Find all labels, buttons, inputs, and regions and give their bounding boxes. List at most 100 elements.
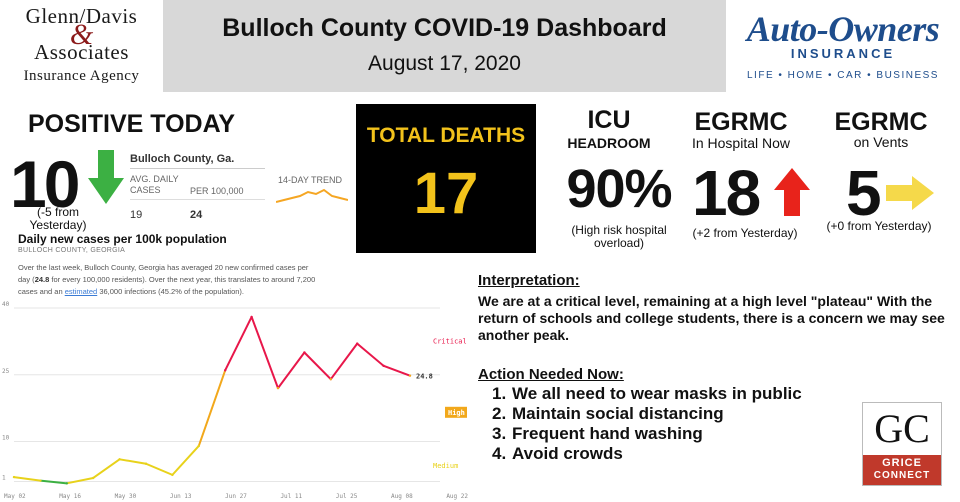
- gc-line-1: GRICE: [882, 457, 922, 469]
- data-point: [92, 476, 95, 480]
- positive-today-value: 10: [10, 147, 80, 221]
- arrow-up-icon: [774, 168, 810, 216]
- icu-note: (High risk hospital overload): [571, 223, 667, 250]
- x-tick-label: May 02: [4, 493, 26, 500]
- egrmc-vents-value: 5: [846, 157, 882, 229]
- data-point: [356, 342, 359, 345]
- list-item: 1. We all need to wear masks in public: [492, 384, 802, 404]
- data-point: [303, 351, 306, 354]
- glenn-davis-logo: Glenn/Davis & Associates Insurance Agenc…: [0, 0, 163, 92]
- desc-bold: 24.8: [34, 275, 50, 284]
- desc-part-2: for every 100,000 residents). Over the n…: [18, 275, 316, 296]
- x-tick-label: Aug 22: [446, 493, 468, 500]
- egrmc-vents-note: (+0 from Yesterday): [826, 219, 932, 233]
- total-deaths-label: TOTAL DEATHS: [366, 124, 526, 147]
- icu-value: 90%: [566, 159, 672, 219]
- auto-owners-logo: Auto-Owners INSURANCE LIFE • HOME • CAR …: [726, 0, 960, 92]
- grice-connect-logo: GC GRICE CONNECT: [862, 402, 942, 486]
- x-tick-label: May 16: [59, 493, 81, 500]
- logo-line-2: Associates: [34, 40, 129, 64]
- series-segment: [145, 462, 174, 476]
- series-segment: [65, 476, 95, 485]
- series-segment: [224, 315, 253, 372]
- action-heading: Action Needed Now:: [478, 366, 624, 383]
- egrmc-vents-title: EGRMC: [834, 108, 928, 136]
- logo-line-1: Glenn/Davis: [25, 4, 138, 28]
- trend-sparkline: [276, 188, 348, 203]
- egrmc-hospital-note: (+2 from Yesterday): [692, 226, 798, 240]
- data-point: [276, 386, 280, 390]
- egrmc-hospital-subtitle: In Hospital Now: [691, 135, 791, 151]
- data-point: [12, 475, 16, 479]
- y-tick-label: 40: [2, 301, 10, 308]
- series-segment: [197, 369, 227, 447]
- x-tick-label: Jun 13: [170, 493, 192, 500]
- daily-cases-chart: 1 10 25 40 May 02 May 16 May 30 Jun 13 Jun 27 Jul…: [2, 301, 468, 500]
- nyt-county-name: Bulloch County, Ga.: [130, 153, 235, 165]
- series-segment: [277, 351, 306, 390]
- series-segment: [382, 364, 411, 377]
- data-point: [382, 364, 385, 368]
- divider: [130, 199, 265, 200]
- data-point: [197, 444, 200, 448]
- icu-subtitle: HEADROOM: [567, 135, 651, 151]
- list-item-text: Frequent hand washing: [512, 424, 703, 443]
- series-segment: [356, 342, 385, 367]
- series-segment: [329, 342, 359, 381]
- x-tick-label: Jul 11: [280, 493, 302, 500]
- total-deaths-card: TOTAL DEATHS 17: [356, 104, 536, 253]
- series-segment: [171, 444, 200, 476]
- nyt-col1-value: 19: [130, 209, 143, 221]
- zone-label: High: [448, 409, 465, 417]
- gc-line-2: CONNECT: [873, 470, 931, 481]
- total-deaths-value: 17: [413, 161, 479, 226]
- page-date: August 17, 2020: [368, 52, 521, 75]
- data-point: [39, 479, 42, 482]
- list-item-text: Avoid crowds: [512, 444, 623, 463]
- list-item-text: We all need to wear masks in public: [512, 384, 802, 403]
- auto-owners-tagline: LIFE • HOME • CAR • BUSINESS: [747, 70, 939, 81]
- auto-owners-name: Auto-Owners: [746, 9, 940, 49]
- y-tick-label: 25: [2, 368, 10, 375]
- data-point: [224, 369, 227, 372]
- positive-today-delta: (-5 from Yesterday): [29, 205, 87, 232]
- series-segment: [92, 458, 121, 479]
- desc-part-1: Over the last week, Bulloch County, Geor…: [18, 263, 309, 284]
- logo-line-3: Insurance Agency: [23, 68, 140, 84]
- list-item-number: 3.: [492, 424, 507, 443]
- estimated-link[interactable]: estimated: [64, 287, 98, 296]
- y-tick-label: 1: [2, 475, 6, 482]
- chart-title: Daily new cases per 100k population: [18, 232, 227, 246]
- divider: [130, 168, 265, 169]
- data-point: [65, 482, 69, 485]
- x-tick-label: May 30: [115, 493, 137, 500]
- series-segment: [39, 479, 68, 485]
- y-tick-label: 10: [2, 435, 10, 442]
- nyt-col2-header: PER 100,000: [190, 186, 244, 196]
- icu-title: ICU: [587, 106, 631, 134]
- action-list: 1. We all need to wear masks in public 2.…: [492, 384, 802, 464]
- list-item-number: 4.: [492, 444, 507, 463]
- data-point: [171, 473, 174, 477]
- egrmc-hospital-value: 18: [692, 157, 761, 229]
- list-item-text: Maintain social distancing: [512, 404, 724, 423]
- data-point: [144, 462, 148, 465]
- series-segment: [303, 351, 332, 381]
- nyt-col1-header: AVG. DAILY CASES: [130, 174, 179, 195]
- data-point: [118, 458, 121, 461]
- zone-label-bg: [445, 406, 467, 418]
- page-title: Bulloch County COVID-19 Dashboard: [222, 14, 667, 42]
- data-point: [250, 315, 253, 319]
- list-item: 4. Avoid crowds: [492, 444, 802, 464]
- zone-label: Critical: [433, 338, 467, 346]
- zone-label: Medium: [433, 462, 458, 470]
- series-segment: [118, 458, 147, 465]
- nyt-trend-header: 14-DAY TREND: [278, 175, 343, 185]
- data-point: [408, 374, 412, 377]
- last-value-label: 24.8: [416, 373, 433, 381]
- x-tick-label: Aug 08: [391, 493, 413, 500]
- positive-today-title: POSITIVE TODAY: [28, 110, 236, 138]
- egrmc-vents-subtitle: on Vents: [853, 134, 909, 150]
- auto-owners-insurance: INSURANCE: [790, 46, 896, 61]
- interpretation-heading: Interpretation:: [478, 272, 580, 289]
